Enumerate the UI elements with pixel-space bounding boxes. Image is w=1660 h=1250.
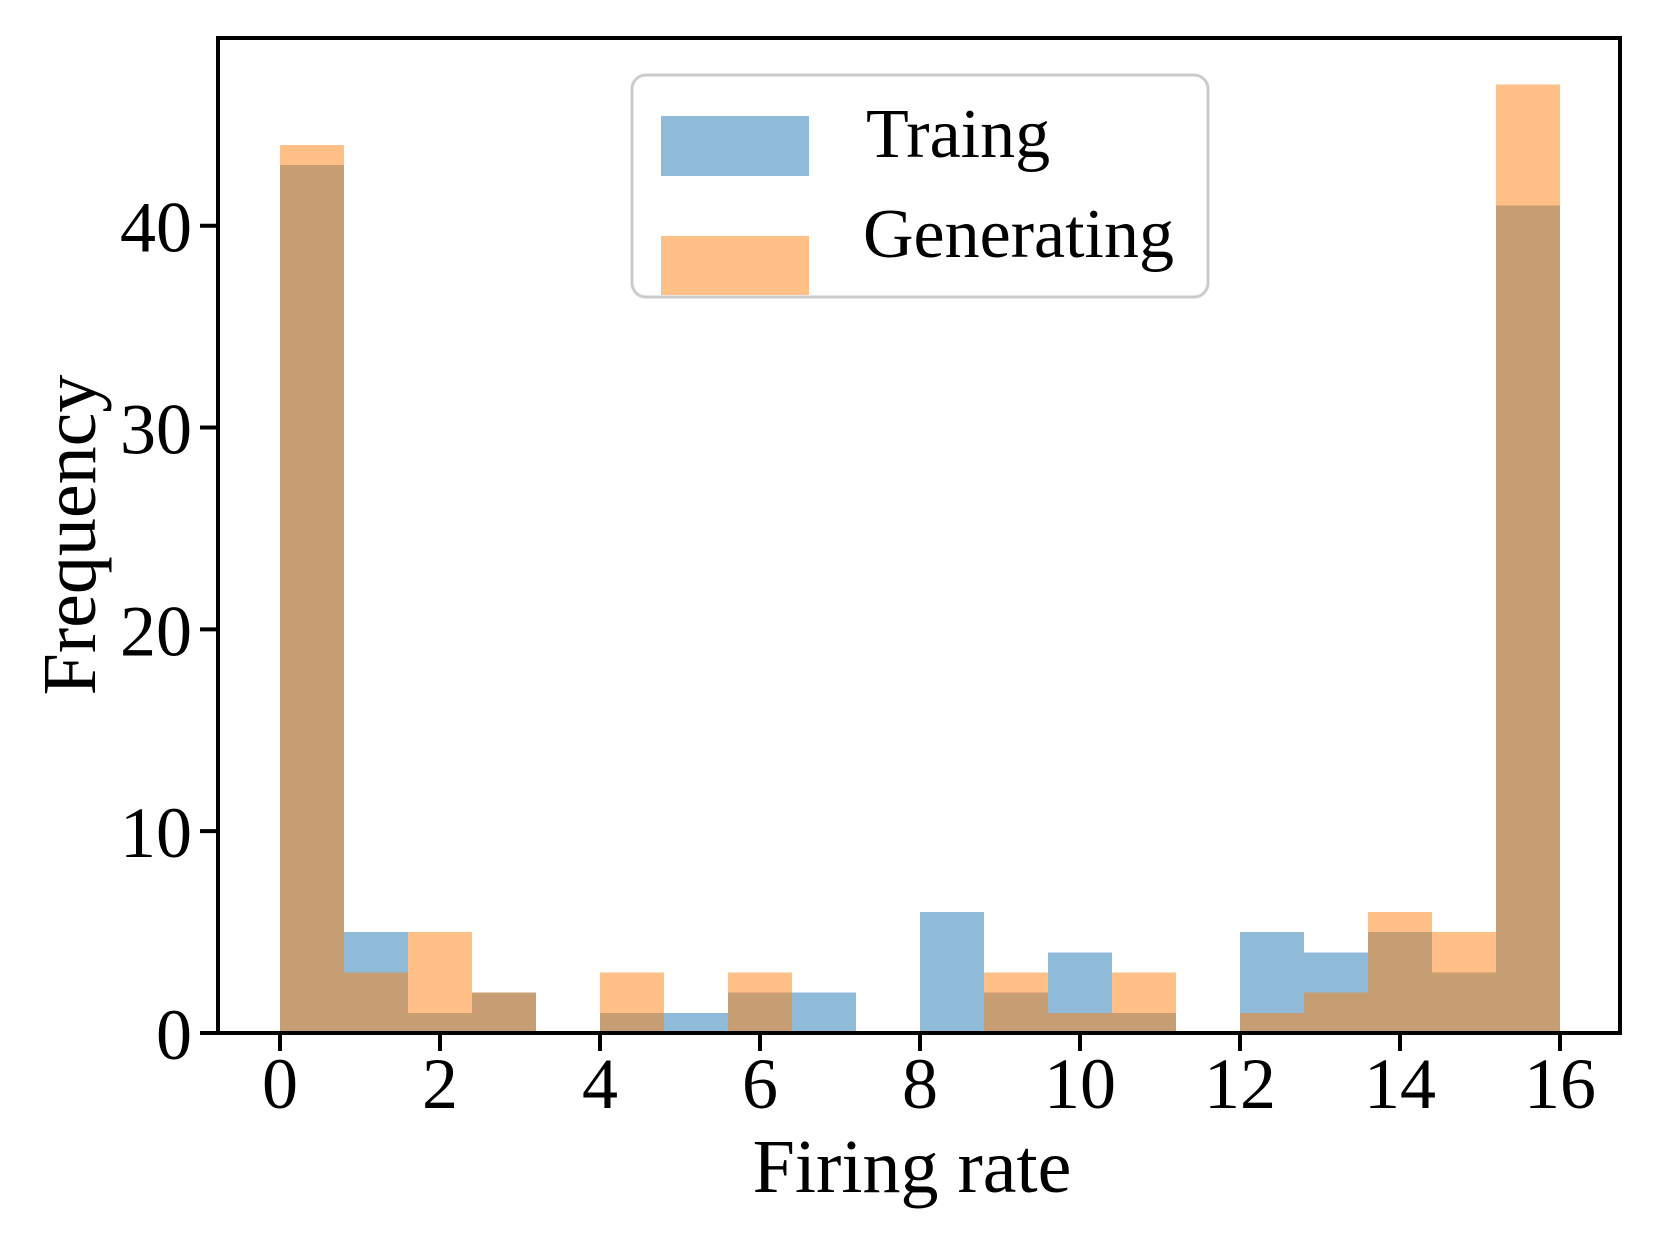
training-bar [664,1012,728,1033]
generating-bar [280,144,344,1034]
x-tick-label: 0 [262,1044,298,1124]
generating-bar [1368,911,1432,1033]
legend-label-training: Traing [866,96,1050,173]
x-tick-label: 10 [1044,1044,1116,1124]
generating-bar [1240,1012,1304,1033]
training-bar [792,992,856,1033]
x-axis-label: Firing rate [753,1125,1072,1209]
generating-bar [1496,84,1560,1034]
generating-bar [1304,992,1368,1033]
legend-label-generating: Generating [863,196,1174,273]
y-tick-label: 20 [120,591,192,671]
y-axis-ticks: 0 10 20 30 40 [120,188,218,1075]
x-tick-label: 14 [1364,1044,1436,1124]
y-tick-label: 30 [120,390,192,470]
legend-swatch-generating [661,236,809,295]
bars-layer [280,84,1560,1034]
generating-bar [344,972,408,1033]
x-tick-label: 12 [1204,1044,1276,1124]
legend: Traing Generating [630,73,1210,299]
generating-bar [1432,932,1496,1033]
generating-bar [1112,972,1176,1033]
y-tick-label: 10 [120,793,192,873]
generating-bar [984,972,1048,1033]
x-tick-label: 2 [422,1044,458,1124]
generating-bar [408,932,472,1033]
legend-swatch-training [661,116,809,176]
generating-bar [1048,1012,1112,1033]
x-tick-label: 16 [1524,1044,1596,1124]
series-generating [280,84,1560,1034]
y-tick-label: 0 [156,995,192,1075]
generating-bar [600,972,664,1033]
generating-bar [728,972,792,1033]
y-axis-label: Frequency [28,375,112,696]
x-tick-label: 6 [742,1044,778,1124]
x-tick-label: 4 [582,1044,618,1124]
x-tick-label: 8 [902,1044,938,1124]
training-bar [920,911,984,1033]
y-tick-label: 40 [120,188,192,268]
x-axis-ticks: 0 2 4 6 8 10 12 14 16 [262,1033,1596,1124]
generating-bar [472,992,536,1033]
